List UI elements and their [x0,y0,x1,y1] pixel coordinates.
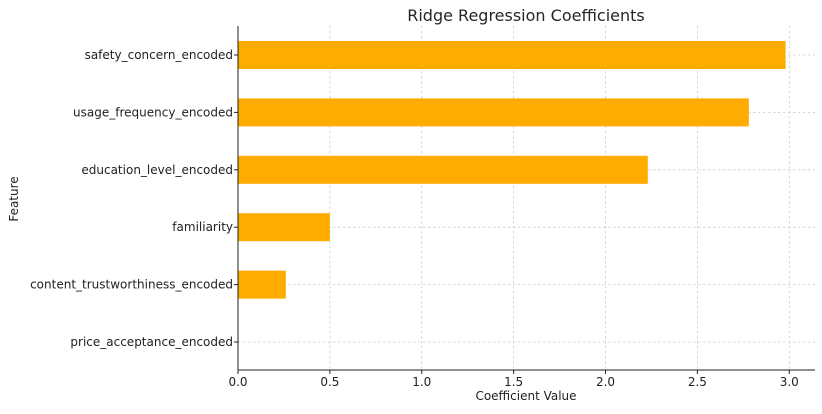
y-category-label: safety_concern_encoded [85,48,233,62]
bar [238,213,330,242]
chart-title: Ridge Regression Coefficients [407,6,645,25]
bar [238,98,749,127]
grid-layer [237,26,815,370]
y-category-label: familiarity [172,220,233,234]
x-tick-label: 1.0 [412,375,431,389]
y-category-label: content_trustworthiness_encoded [30,278,233,292]
bar [238,155,648,184]
axes-layer [237,26,815,371]
bar-layer [238,41,786,299]
x-tick-label: 1.5 [504,375,523,389]
y-category-layer: safety_concern_encoded usage_frequency_en… [30,48,238,349]
y-category-label: usage_frequency_encoded [73,105,233,119]
x-tick-layer: 0.0 0.5 1.0 1.5 2.0 2.5 3.0 [228,370,799,389]
x-axis-label: Coefficient Value [475,389,576,403]
bar [238,41,786,69]
x-tick-label: 2.5 [688,375,707,389]
x-tick-label: 2.0 [596,375,615,389]
bar [238,270,286,299]
y-axis-label: Feature [7,176,21,221]
x-tick-label: 3.0 [780,375,799,389]
y-category-label: price_acceptance_encoded [70,335,233,349]
x-tick-label: 0.0 [228,375,247,389]
y-category-label: education_level_encoded [81,163,233,177]
x-tick-label: 0.5 [320,375,339,389]
